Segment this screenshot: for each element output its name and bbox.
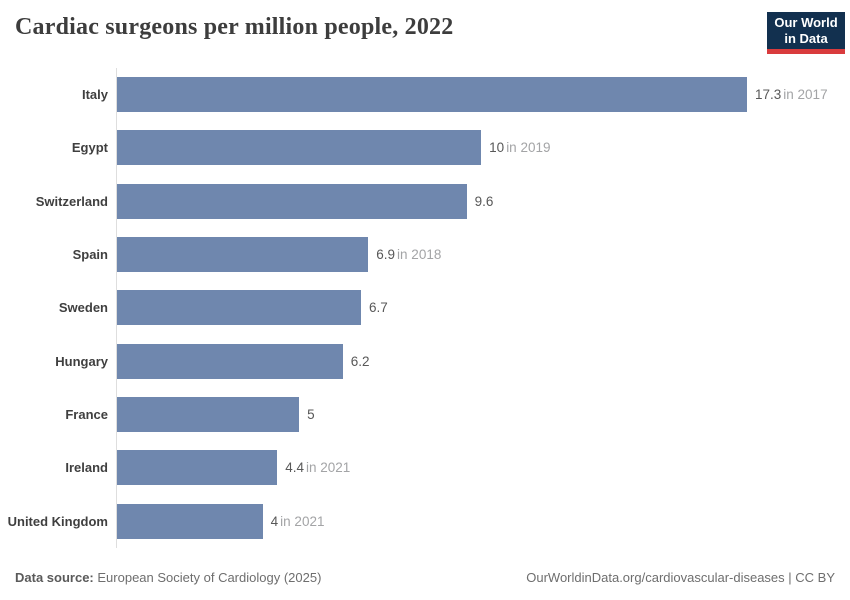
country-label: Italy	[81, 87, 108, 103]
data-source-label: Data source:	[15, 570, 94, 585]
chart-title: Cardiac surgeons per million people, 202…	[15, 14, 454, 40]
value-label: 6.9 in 2018	[376, 247, 441, 262]
year-note: in 2021	[306, 460, 351, 476]
bar-switzerland[interactable]	[117, 183, 467, 219]
bar-spain[interactable]	[117, 237, 369, 273]
year-note: in 2019	[506, 140, 551, 156]
country-label: Ireland	[65, 460, 108, 476]
bar-france[interactable]	[117, 397, 300, 433]
value-label: 9.6	[475, 194, 494, 209]
country-label: Spain	[72, 247, 108, 263]
value-number: 5	[307, 407, 315, 423]
bar-chart: Italy 17.3 in 2017 Egypt 10 in 2019 Switzerlan…	[0, 68, 850, 548]
country-label: France	[65, 407, 108, 423]
country-label: Egypt	[71, 140, 108, 156]
chart-row: Spain 6.9 in 2018	[0, 228, 850, 281]
year-note: in 2017	[783, 87, 828, 103]
chart-row: Hungary 6.2	[0, 335, 850, 388]
chart-row: Italy 17.3 in 2017	[0, 68, 850, 121]
country-label: Switzerland	[35, 193, 108, 209]
chart-footer: Data source: European Society of Cardiol…	[15, 570, 835, 585]
attribution-text: OurWorldinData.org/cardiovascular-diseas…	[526, 570, 835, 585]
value-number: 17.3	[755, 87, 782, 103]
value-label: 4 in 2021	[271, 514, 325, 529]
owid-logo-text: Our World in Data	[767, 12, 845, 49]
bar-hungary[interactable]	[117, 343, 343, 379]
bar-plot-area: 6.9 in 2018	[117, 237, 850, 273]
value-number: 6.9	[376, 247, 396, 263]
bar-plot-area: 4.4 in 2021	[117, 450, 850, 486]
owid-logo-line2: in Data	[784, 31, 828, 46]
bar-egypt[interactable]	[117, 130, 482, 166]
bar-italy[interactable]	[117, 77, 747, 113]
chart-row: Sweden 6.7	[0, 281, 850, 334]
chart-row: United Kingdom 4 in 2021	[0, 495, 850, 548]
value-label: 10 in 2019	[489, 140, 550, 155]
value-label: 17.3 in 2017	[755, 87, 828, 102]
value-label: 4.4 in 2021	[285, 460, 350, 475]
chart-row: Switzerland 9.6	[0, 175, 850, 228]
data-source: Data source: European Society of Cardiol…	[15, 570, 321, 585]
value-number: 4.4	[285, 460, 304, 476]
value-number: 6.2	[350, 353, 370, 369]
owid-logo: Our World in Data	[767, 12, 845, 54]
value-label: 5	[307, 407, 315, 422]
bar-plot-area: 17.3 in 2017	[117, 77, 850, 113]
value-number: 4	[270, 513, 279, 529]
chart-row: France 5	[0, 388, 850, 441]
value-label: 6.2	[351, 354, 370, 369]
value-number: 9.6	[474, 193, 494, 209]
bar-plot-area: 6.2	[117, 343, 850, 379]
bar-plot-area: 6.7	[117, 290, 850, 326]
bar-ireland[interactable]	[117, 450, 278, 486]
value-number: 6.7	[368, 300, 388, 316]
year-note: in 2018	[397, 247, 442, 263]
chart-row: Egypt 10 in 2019	[0, 121, 850, 174]
bar-plot-area: 4 in 2021	[117, 503, 850, 539]
country-label: Sweden	[58, 300, 108, 316]
country-label: Hungary	[55, 353, 108, 369]
chart-row: Ireland 4.4 in 2021	[0, 441, 850, 494]
bar-plot-area: 9.6	[117, 183, 850, 219]
y-axis-line	[116, 68, 117, 548]
bar-plot-area: 10 in 2019	[117, 130, 850, 166]
data-source-text: European Society of Cardiology (2025)	[97, 570, 322, 585]
country-label: United Kingdom	[7, 513, 108, 529]
bar-plot-area: 5	[117, 397, 850, 433]
year-note: in 2021	[280, 513, 325, 529]
owid-logo-red-strip	[767, 49, 845, 54]
value-label: 6.7	[369, 300, 388, 315]
owid-logo-line1: Our World	[774, 15, 838, 30]
bar-united-kingdom[interactable]	[117, 503, 263, 539]
value-number: 10	[489, 140, 505, 156]
bar-sweden[interactable]	[117, 290, 361, 326]
